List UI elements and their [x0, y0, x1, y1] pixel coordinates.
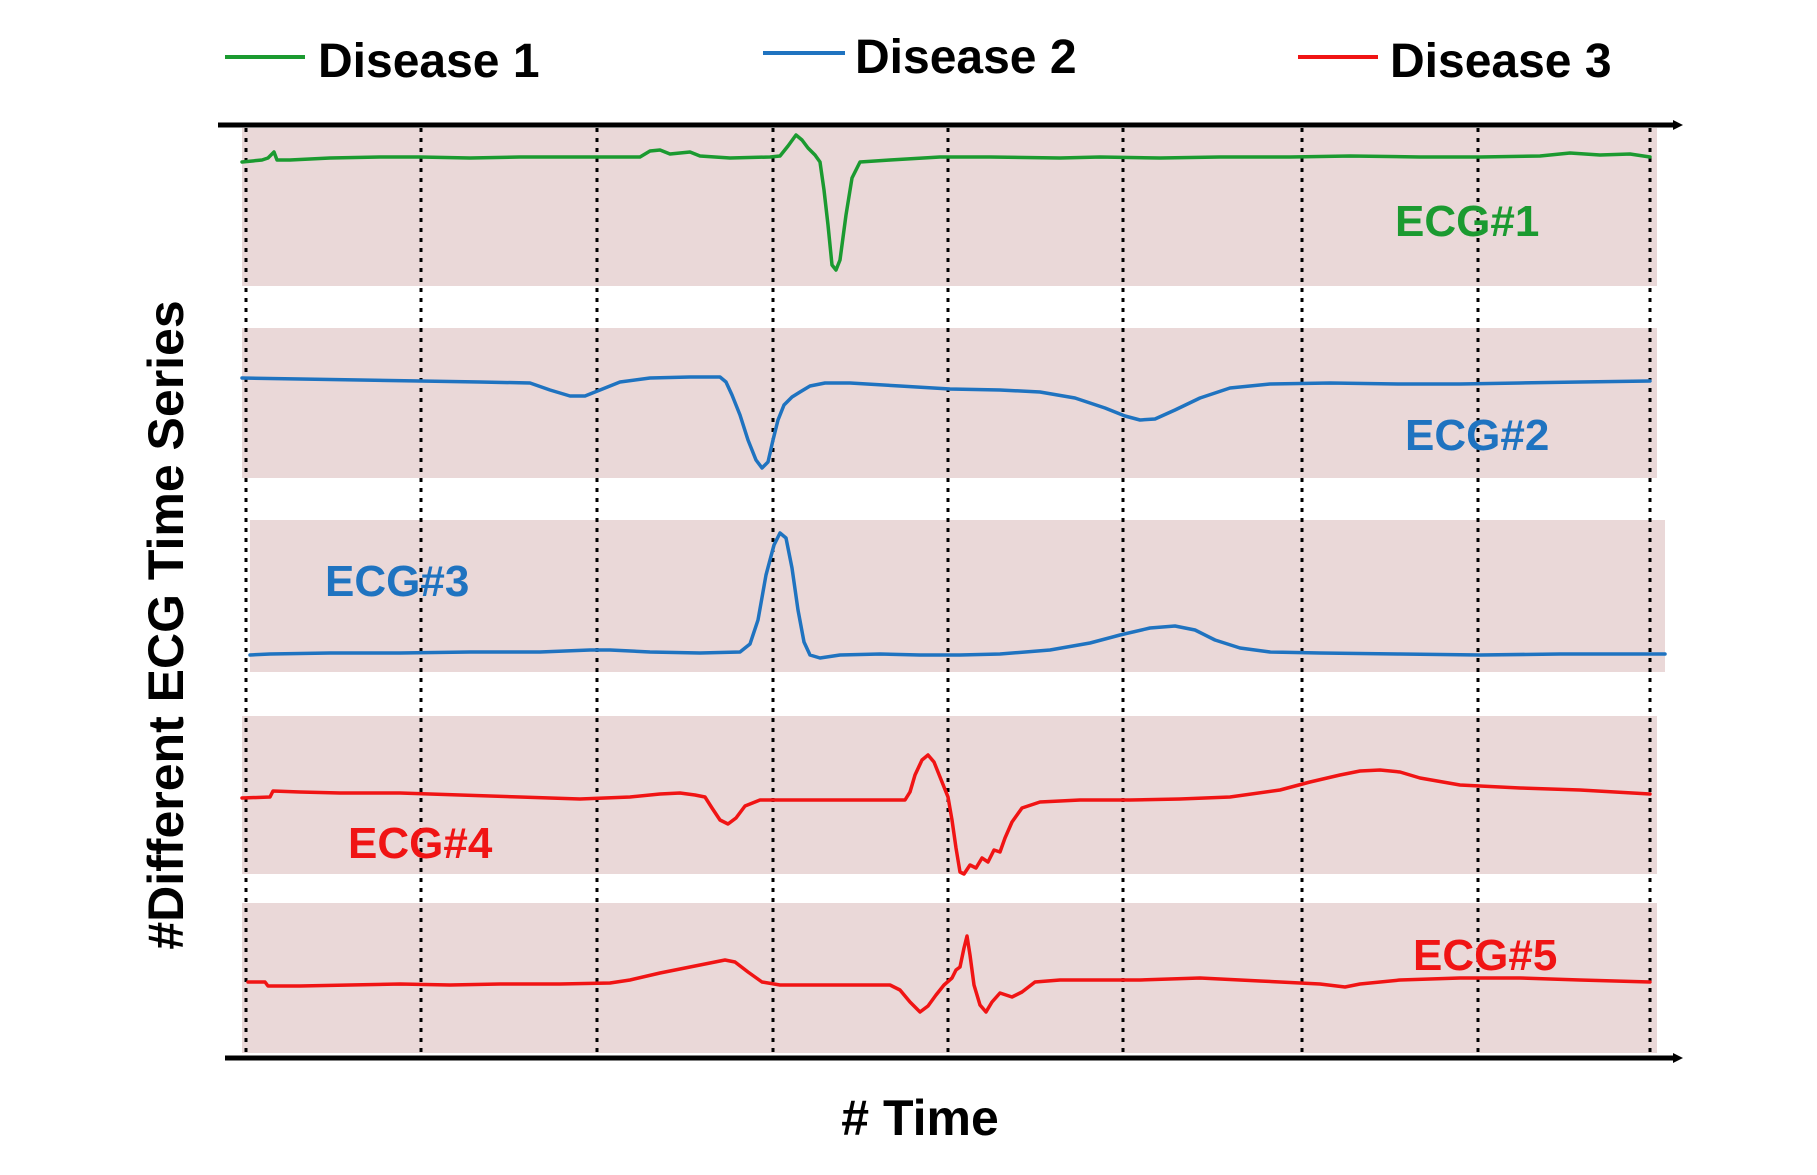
ecg1-label: ECG#1 [1395, 197, 1539, 246]
legend-label: Disease 1 [318, 35, 540, 88]
legend-label: Disease 3 [1390, 35, 1612, 88]
ecg5-trace [246, 934, 1652, 1014]
ecg2-trace [240, 375, 1652, 470]
x-axis-label: # Time [841, 1090, 999, 1146]
band-ecg2 [242, 328, 1657, 478]
ecg1-trace [240, 133, 1652, 272]
ecg5-label: ECG#5 [1413, 931, 1557, 980]
legend-item-disease3: Disease 3 [1298, 35, 1612, 88]
ecg2-label: ECG#2 [1405, 411, 1549, 460]
time-axes [218, 120, 1683, 1063]
ecg4-trace [240, 753, 1652, 876]
legend-item-disease2: Disease 2 [763, 31, 1077, 84]
ecg4-label: ECG#4 [348, 819, 493, 868]
legend-item-disease1: Disease 1 [225, 35, 540, 88]
legend-label: Disease 2 [855, 31, 1077, 84]
ecg3-trace [248, 531, 1667, 660]
ecg3-label: ECG#3 [325, 557, 469, 606]
band-ecg3 [250, 520, 1665, 672]
y-axis-label: #Different ECG Time Series [138, 300, 194, 949]
legend: Disease 1 Disease 2 Disease 3 [225, 31, 1612, 88]
band-ecg4b [1299, 716, 1657, 874]
